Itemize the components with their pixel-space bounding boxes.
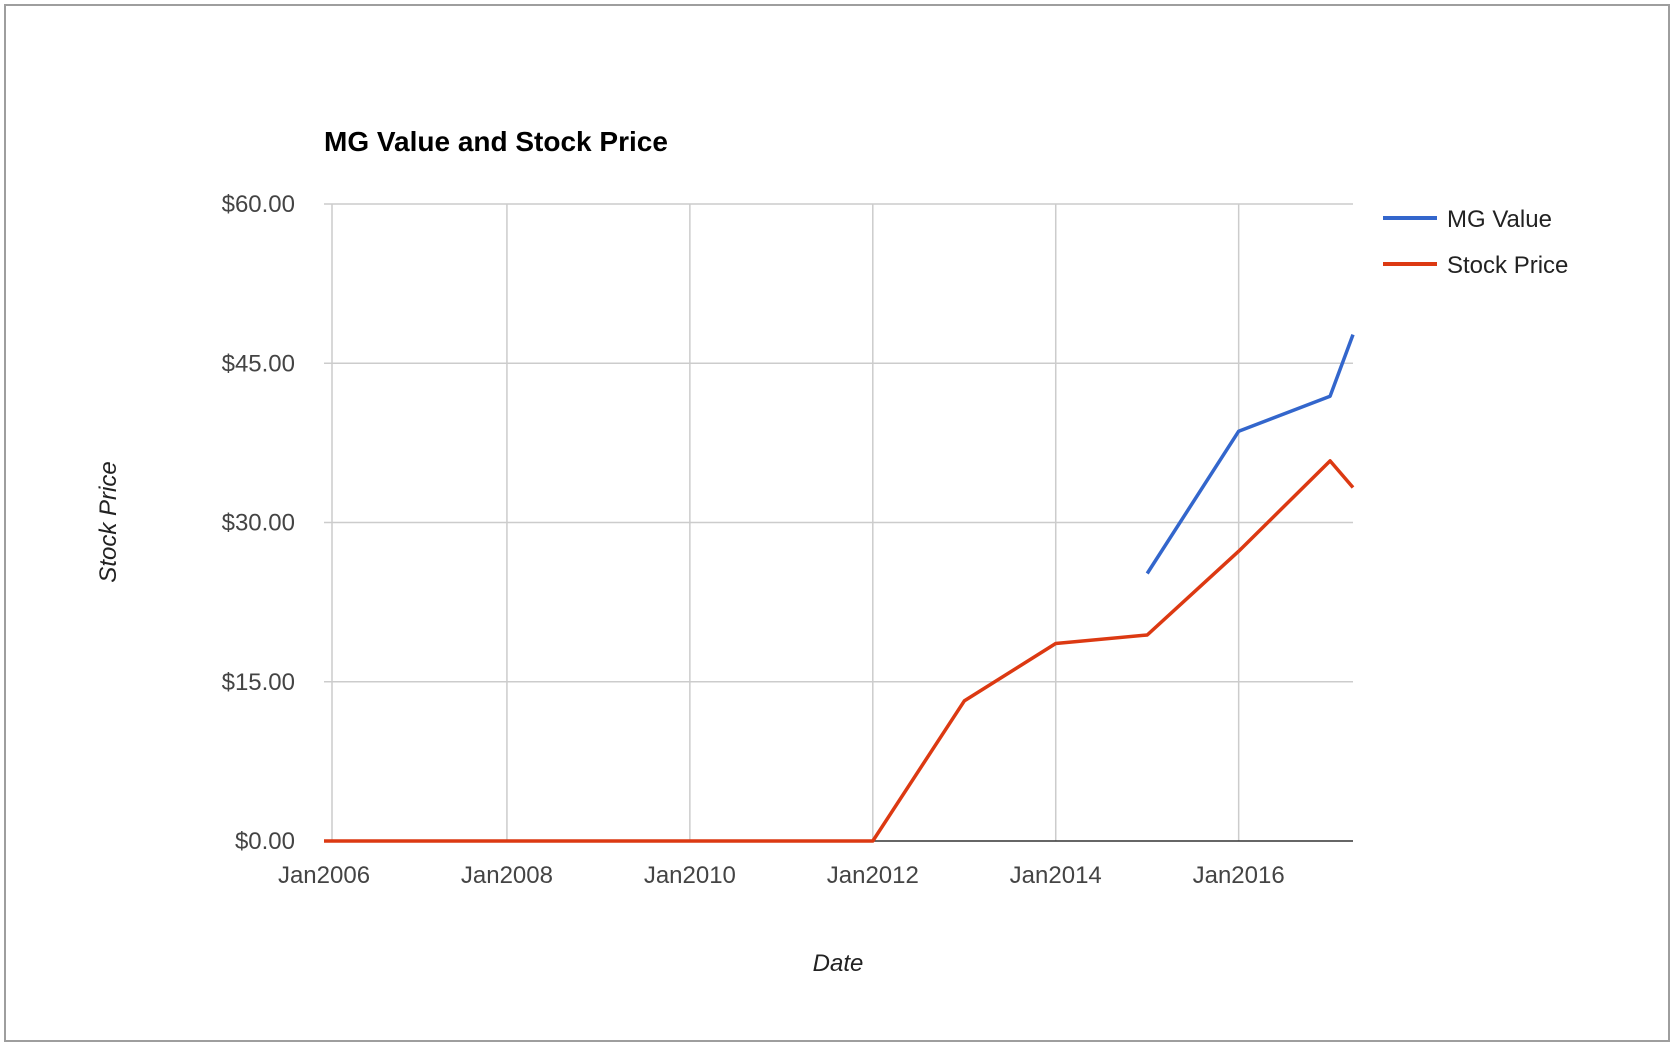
y-tick-label: $15.00 bbox=[222, 669, 295, 696]
y-tick-label: $45.00 bbox=[222, 350, 295, 377]
x-tick-label: Jan2006 bbox=[278, 862, 370, 889]
x-tick-label: Jan2014 bbox=[1010, 862, 1102, 889]
gridlines bbox=[324, 203, 1353, 842]
tick-labels: Jan2006 Jan2008 Jan2010 Jan2012 Jan2014 Jan20… bbox=[222, 191, 1285, 889]
y-tick-label: $30.00 bbox=[222, 510, 295, 537]
chart-title: MG Value and Stock Price bbox=[324, 126, 668, 157]
series-line-mg-value bbox=[1145, 333, 1355, 575]
legend-label-mg-value: MG Value bbox=[1447, 206, 1552, 233]
series-lines bbox=[324, 333, 1355, 843]
y-tick-label: $0.00 bbox=[235, 828, 295, 855]
x-tick-label: Jan2016 bbox=[1193, 862, 1285, 889]
legend-label-stock-price: Stock Price bbox=[1447, 252, 1568, 279]
x-tick-label: Jan2012 bbox=[827, 862, 919, 889]
series-line-stock-price bbox=[324, 459, 1355, 843]
x-tick-label: Jan2010 bbox=[644, 862, 736, 889]
legend: MG Value Stock Price bbox=[1383, 206, 1568, 279]
x-axis-title: Date bbox=[813, 950, 864, 977]
x-tick-label: Jan2008 bbox=[461, 862, 553, 889]
y-tick-label: $60.00 bbox=[222, 191, 295, 218]
y-axis-title: Stock Price bbox=[95, 461, 122, 582]
